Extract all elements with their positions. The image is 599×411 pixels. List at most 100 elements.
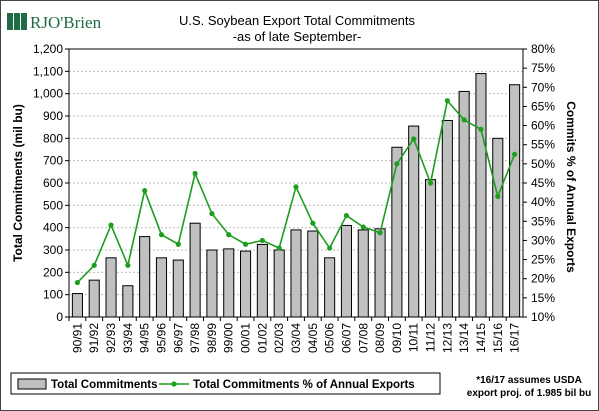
bar-series [71,73,521,318]
y2-tick-label: 55% [531,138,555,152]
x-tick-label: 12/13 [440,323,454,353]
x-tick-label: 09/10 [390,323,404,353]
x-tick-label: 06/07 [339,323,353,353]
x-tick-label: 90/91 [70,323,84,353]
x-tick-label: 14/15 [474,323,488,353]
x-tick-label: 91/92 [87,323,101,353]
legend-line-marker [171,381,177,387]
y-tick-label: 400 [43,221,63,235]
bar-02/03 [273,249,285,318]
x-tick-label: 92/93 [104,323,118,353]
y2-tick-label: 15% [531,291,555,305]
x-tick-label: 07/08 [356,323,370,353]
y2-axis-ticks: 10% 15% 20% 25% 30% 35% 40% 45% 50% 55% 60% 65% 70% 7… [523,42,555,324]
bar-96/97 [172,259,184,318]
percent-point-13/14 [461,117,467,123]
percent-point-95/96 [158,232,165,238]
bar-91/92 [88,279,100,318]
chart-subtitle: -as of late September- [233,29,362,44]
percent-point-98/99 [209,211,215,217]
x-tick-label: 05/06 [323,323,337,353]
y-tick-label: 700 [43,154,63,168]
percent-point-04/05 [310,220,316,226]
percent-point-90/91 [74,279,81,286]
y2-tick-label: 60% [531,119,555,133]
y-tick-label: 600 [43,176,63,190]
x-tick-label: 15/16 [491,323,505,353]
footnote-line-2: export proj. of 1.985 bil bu [467,388,591,399]
x-tick-label: 00/01 [239,323,253,353]
y2-tick-label: 35% [531,214,555,228]
chart-title: U.S. Soybean Export Total Commitments [179,13,416,28]
legend-box [10,372,441,395]
y-tick-label: 800 [43,131,63,145]
x-axis-ticks: 90/91 91/92 92/93 93/94 94/95 95/96 96/97 97/98… [68,317,522,353]
y2-tick-label: 30% [531,233,555,247]
bar-00/01 [240,250,252,318]
bar-05/06 [324,257,336,318]
percent-point-02/03 [276,245,282,251]
y2-tick-label: 10% [531,310,555,324]
bar-16/17 [509,84,521,318]
legend-label-percent: Total Commitments % of Annual Exports [193,379,415,391]
percent-point-99/00 [226,232,232,238]
bar-01/02 [256,243,268,318]
y-tick-label: 1,000 [33,87,63,101]
percent-point-08/09 [377,230,383,236]
y2-tick-label: 40% [531,195,555,209]
y-tick-label: 500 [43,198,63,212]
x-tick-label: 95/96 [154,323,168,353]
percent-point-11/12 [427,180,434,186]
percent-point-14/15 [478,126,484,132]
footnote-line-1: *16/17 assumes USDA [476,375,582,386]
bar-04/05 [307,230,319,318]
y2-tick-label: 25% [531,253,555,267]
percent-point-09/10 [394,161,400,167]
line-series [74,98,518,286]
logo-mark-icon [7,13,27,30]
percent-point-06/07 [343,212,350,219]
x-tick-label: 16/17 [508,323,522,353]
y-tick-label: 300 [43,243,63,257]
y2-tick-label: 50% [531,157,555,171]
bar-92/93 [105,257,117,318]
y2-axis-title: Commits % of Annual Exports [564,101,578,273]
percent-point-00/01 [242,241,249,247]
x-tick-label: 01/02 [255,323,269,353]
bar-09/10 [391,146,403,318]
bar-08/09 [374,228,386,318]
y2-tick-label: 70% [531,80,555,94]
y-tick-label: 900 [43,109,63,123]
bar-94/95 [139,236,151,318]
y-axis-ticks: 0 100 200 300 400 500 600 700 800 900 1,000 1,100 1,… [33,42,69,324]
x-tick-label: 99/00 [222,323,236,353]
percent-point-93/94 [125,262,131,268]
bar-90/91 [71,293,83,318]
y-tick-label: 1,200 [33,42,63,56]
bar-12/13 [441,119,453,318]
bar-95/96 [155,257,168,318]
percent-point-07/08 [360,224,366,230]
percent-point-12/13 [444,98,450,104]
percent-point-15/16 [495,193,501,199]
x-tick-label: 94/95 [138,323,152,353]
percent-point-03/04 [293,184,299,190]
x-tick-label: 08/09 [373,323,387,353]
bar-06/07 [340,224,352,318]
logo: RJO'Brien [7,13,102,32]
legend: Total Commitments Total Commitments % of… [10,372,441,395]
y-tick-label: 1,100 [33,64,63,78]
percent-point-01/02 [259,237,265,244]
percent-point-97/98 [192,170,198,177]
bar-03/04 [290,229,302,318]
y2-tick-label: 80% [531,42,555,56]
y-tick-label: 100 [43,288,63,302]
x-tick-label: 11/12 [424,323,438,352]
x-tick-label: 93/94 [121,323,135,353]
x-tick-label: 13/14 [457,323,471,353]
bar-13/14 [458,90,470,318]
bar-11/12 [424,179,437,318]
legend-bar-swatch [17,378,47,390]
y2-tick-label: 45% [531,176,555,190]
